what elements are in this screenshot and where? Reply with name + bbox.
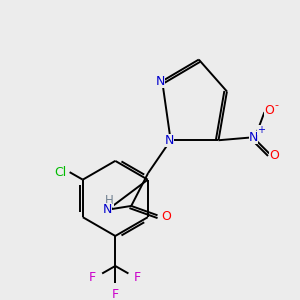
Text: F: F (89, 271, 96, 284)
Text: +: + (257, 125, 265, 135)
Text: N: N (248, 131, 258, 144)
Text: H: H (105, 194, 114, 207)
Text: F: F (134, 271, 141, 284)
Text: O: O (161, 210, 171, 223)
Text: N: N (103, 203, 112, 216)
Text: N: N (156, 75, 165, 88)
Text: O: O (269, 149, 279, 162)
Text: Cl: Cl (54, 166, 66, 179)
Text: F: F (112, 288, 119, 300)
Text: O: O (264, 104, 274, 117)
Text: N: N (165, 134, 174, 147)
Text: -: - (275, 100, 279, 110)
